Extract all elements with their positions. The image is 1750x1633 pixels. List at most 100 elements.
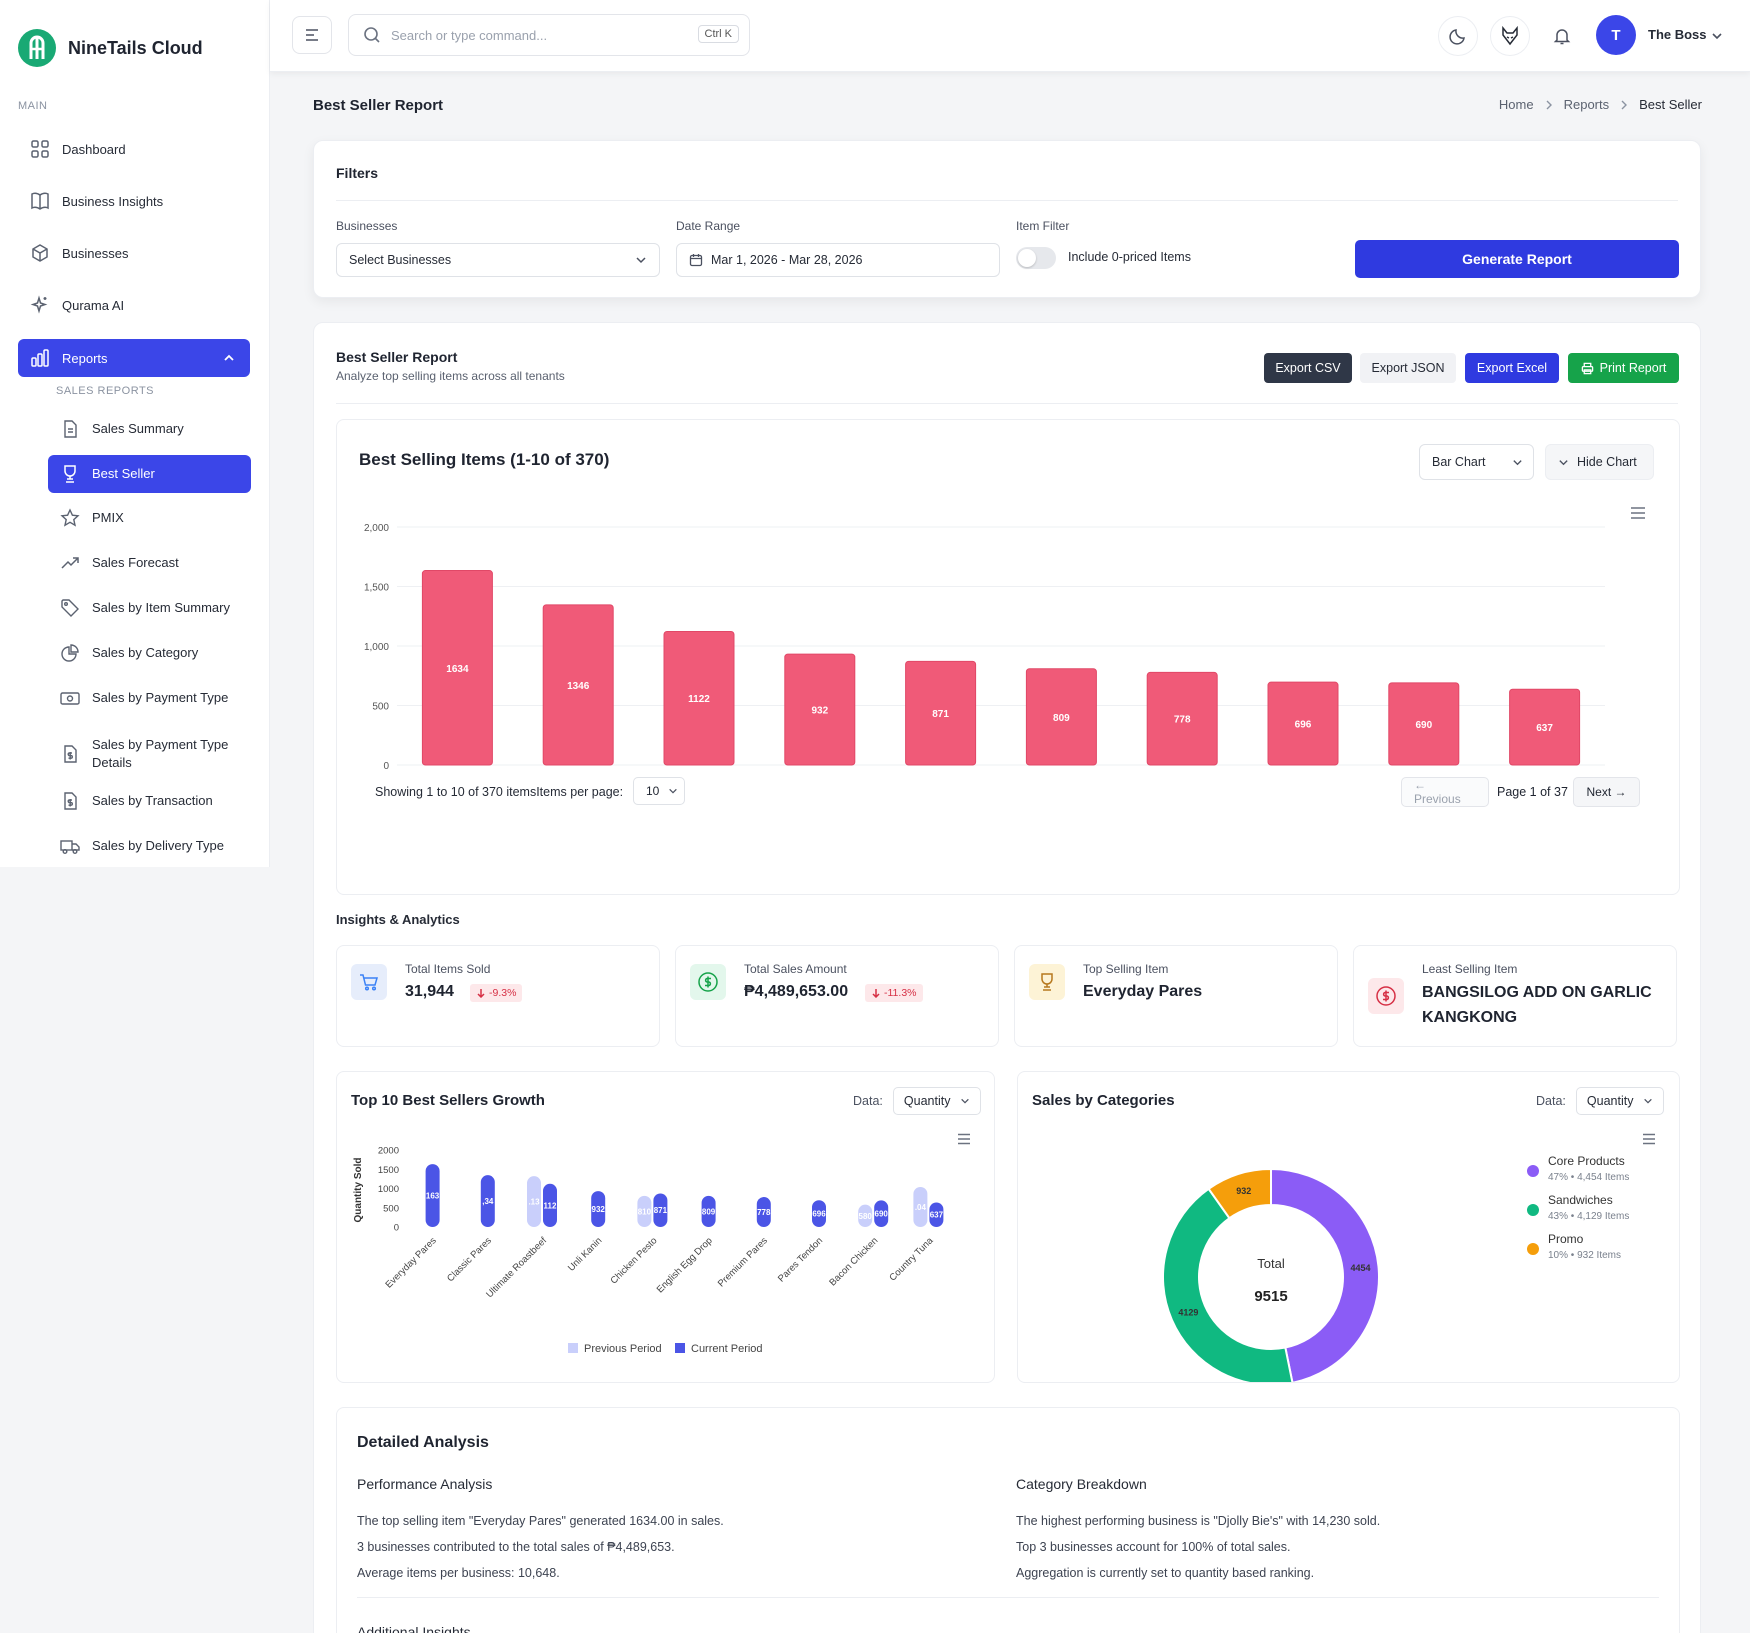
- bar-previous[interactable]: [913, 1186, 928, 1227]
- donut-slice[interactable]: [1162, 1187, 1294, 1382]
- sidebar-item-sales-by-payment-type-details[interactable]: Sales by Payment Type Details: [48, 730, 251, 778]
- bar-current[interactable]: [874, 1200, 889, 1227]
- breadcrumb-home[interactable]: Home: [1498, 97, 1534, 112]
- sidebar-item-best-seller[interactable]: Best Seller: [48, 455, 251, 493]
- sidebar-item-qurama-ai[interactable]: Qurama AI: [18, 286, 250, 324]
- bar-previous[interactable]: [637, 1195, 652, 1227]
- legend-label[interactable]: Promo: [1548, 1232, 1584, 1246]
- bar-current[interactable]: [701, 1195, 716, 1227]
- generate-report-button[interactable]: Generate Report: [1355, 240, 1679, 278]
- growth-data-dropdown[interactable]: Quantity: [892, 1087, 982, 1115]
- chevron-down-icon[interactable]: [1710, 29, 1724, 43]
- sidebar-item-reports[interactable]: Reports: [18, 339, 250, 377]
- bar[interactable]: [1025, 668, 1097, 766]
- bar-current[interactable]: [480, 1175, 495, 1227]
- sidebar-item-sales-by-category[interactable]: Sales by Category: [48, 634, 251, 672]
- zero-priced-label: Include 0-priced Items: [1068, 250, 1191, 264]
- y-tick-label: 1500: [378, 1165, 399, 1176]
- avatar[interactable]: T: [1596, 15, 1636, 55]
- notifications-button[interactable]: [1542, 16, 1582, 56]
- fox-app-button[interactable]: [1490, 16, 1530, 56]
- bar-value-label: 163: [426, 1192, 440, 1201]
- sidebar-item-label: Businesses: [62, 245, 129, 261]
- legend-label[interactable]: Sandwiches: [1548, 1193, 1613, 1207]
- search-bar[interactable]: Ctrl K: [348, 14, 750, 56]
- user-name[interactable]: The Boss: [1648, 27, 1707, 42]
- date-range-value: Mar 1, 2026 - Mar 28, 2026: [711, 253, 863, 267]
- bar-current[interactable]: [929, 1202, 944, 1227]
- print-report-button[interactable]: Print Report: [1568, 353, 1679, 383]
- sidebar-item-sales-by-delivery-type[interactable]: Sales by Delivery Type: [48, 827, 251, 865]
- bar-current[interactable]: [653, 1193, 668, 1227]
- legend-label[interactable]: Current Period: [691, 1343, 763, 1355]
- sidebar-sub-label: Sales Forecast: [92, 555, 179, 570]
- bar-previous[interactable]: [527, 1176, 541, 1227]
- bar[interactable]: [663, 630, 735, 766]
- sidebar-sub-label: Sales by Item Summary: [92, 600, 230, 615]
- bar-current[interactable]: [591, 1191, 606, 1227]
- zero-priced-toggle[interactable]: [1016, 247, 1056, 269]
- cube-icon: [32, 244, 48, 262]
- export-excel-button[interactable]: Export Excel: [1465, 353, 1559, 383]
- categories-chart-card: Sales by Categories Data: Quantity 4454 4…: [1017, 1071, 1680, 1383]
- donut-slice[interactable]: [1207, 1167, 1272, 1220]
- previous-page-button[interactable]: ← Previous: [1401, 777, 1489, 807]
- bar-current[interactable]: [756, 1197, 771, 1227]
- chart-menu-icon[interactable]: [1630, 506, 1646, 520]
- bar[interactable]: [1509, 688, 1581, 766]
- bar-current[interactable]: [543, 1183, 557, 1227]
- menu-toggle-button[interactable]: [292, 16, 332, 54]
- legend-label[interactable]: Core Products: [1548, 1154, 1625, 1168]
- section-label-main: MAIN: [18, 100, 48, 112]
- sidebar-item-sales-forecast[interactable]: Sales Forecast: [48, 544, 251, 582]
- sidebar-item-dashboard[interactable]: Dashboard: [18, 130, 250, 168]
- bar-previous[interactable]: [858, 1204, 873, 1227]
- x-tick-label: Bacon Chicken: [827, 1235, 880, 1288]
- donut-center-value: 9515: [1254, 1288, 1287, 1305]
- bar-current[interactable]: [425, 1164, 440, 1227]
- divider: [336, 200, 1678, 201]
- businesses-select[interactable]: Select Businesses: [336, 243, 660, 277]
- bar-value-label: 778: [757, 1208, 771, 1217]
- chart-type-select[interactable]: Bar Chart: [1419, 444, 1534, 480]
- bar-current[interactable]: [812, 1200, 826, 1227]
- bar[interactable]: [784, 653, 856, 766]
- chevron-up-icon[interactable]: [222, 351, 236, 365]
- sidebar-item-sales-summary[interactable]: Sales Summary: [48, 410, 251, 448]
- bar[interactable]: [542, 604, 614, 766]
- export-csv-button[interactable]: Export CSV: [1264, 353, 1352, 383]
- chart-menu-icon[interactable]: [957, 1133, 971, 1145]
- legend-label[interactable]: Previous Period: [584, 1343, 662, 1355]
- dark-mode-button[interactable]: [1438, 16, 1478, 56]
- donut-slice[interactable]: [1270, 1167, 1380, 1382]
- additional-insights-title: Additional Insights: [357, 1624, 471, 1633]
- next-page-button[interactable]: Next →: [1573, 777, 1640, 807]
- bar[interactable]: [421, 570, 493, 766]
- dollar-circle-icon: [690, 964, 726, 1000]
- breadcrumb-reports[interactable]: Reports: [1563, 97, 1610, 112]
- items-per-page-select[interactable]: 10: [633, 777, 685, 805]
- growth-title: Top 10 Best Sellers Growth: [351, 1092, 545, 1109]
- date-range-picker[interactable]: Mar 1, 2026 - Mar 28, 2026: [676, 243, 1000, 277]
- bar[interactable]: [1146, 671, 1218, 766]
- bar[interactable]: [905, 660, 977, 766]
- export-json-button[interactable]: Export JSON: [1360, 353, 1456, 383]
- bar[interactable]: [1388, 682, 1460, 766]
- brand[interactable]: NineTails Cloud: [18, 29, 203, 67]
- sidebar-item-businesses[interactable]: Businesses: [18, 234, 250, 272]
- chart-menu-icon[interactable]: [1642, 1133, 1656, 1145]
- sidebar-item-sales-by-transaction[interactable]: Sales by Transaction: [48, 782, 251, 820]
- search-input[interactable]: [391, 27, 681, 43]
- chevron-right-icon: [1546, 100, 1552, 109]
- sidebar-item-sales-by-payment-type[interactable]: Sales by Payment Type: [48, 679, 251, 717]
- hide-chart-button[interactable]: Hide Chart: [1545, 444, 1654, 480]
- categories-data-dropdown[interactable]: Quantity: [1575, 1087, 1665, 1115]
- app-name: NineTails Cloud: [68, 37, 203, 58]
- sidebar-item-business-insights[interactable]: Business Insights: [18, 182, 250, 220]
- page-indicator: Page 1 of 37: [1497, 785, 1568, 799]
- bar[interactable]: [1267, 681, 1339, 766]
- sidebar-item-pmix[interactable]: PMIX: [48, 499, 251, 537]
- divider: [357, 1597, 1659, 1598]
- sidebar-item-sales-by-item-summary[interactable]: Sales by Item Summary: [48, 589, 251, 627]
- sidebar-sub-label: Sales by Delivery Type: [92, 838, 224, 853]
